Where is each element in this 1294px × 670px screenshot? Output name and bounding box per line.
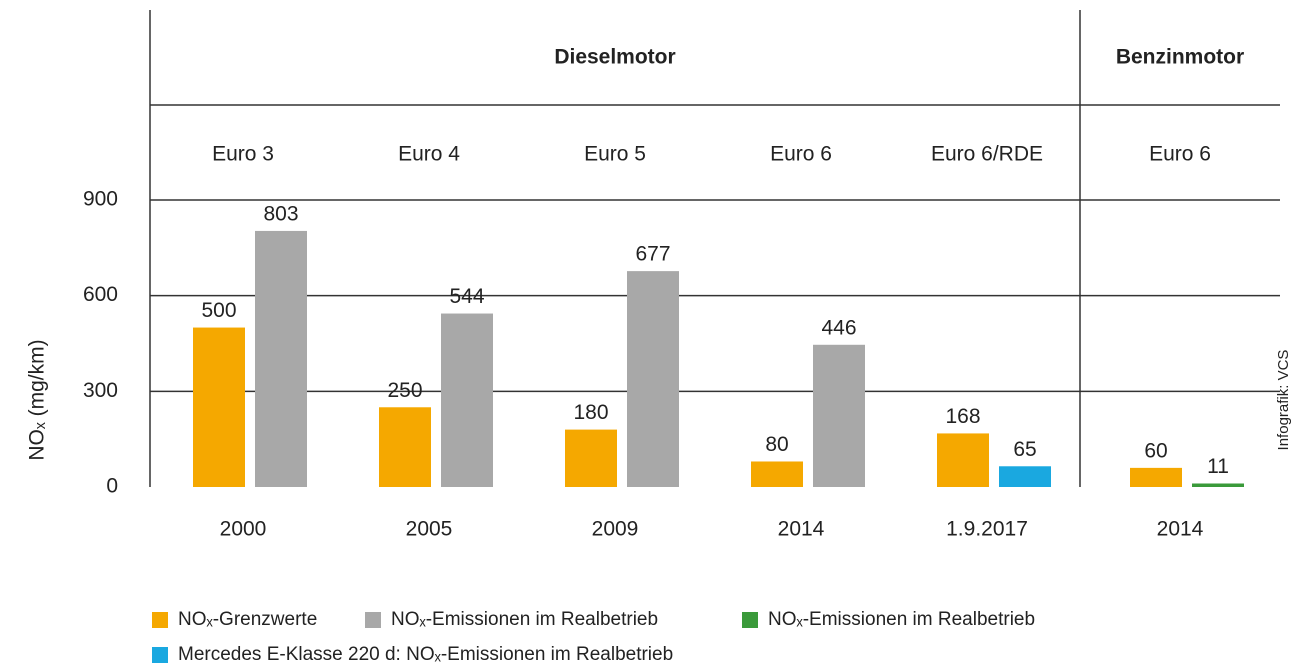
norm-label: Euro 4 [398,143,460,166]
norm-label: Euro 6 [770,143,832,166]
section-title: Dieselmotor [554,46,675,69]
bar [565,429,617,487]
bar [751,461,803,487]
legend-swatch [365,612,381,628]
bar [627,271,679,487]
bar [441,313,493,487]
bar [999,466,1051,487]
bar [1192,483,1244,487]
y-axis-label: NOₓ (mg/km) [26,339,49,460]
section-title: Benzinmotor [1116,46,1244,69]
value-label: 168 [945,405,980,428]
value-label: 677 [635,243,670,266]
legend-swatch [742,612,758,628]
value-label: 446 [821,316,856,339]
bar [379,407,431,487]
bar [193,327,245,487]
norm-label: Euro 5 [584,143,646,166]
value-label: 11 [1207,455,1229,478]
x-tick-label: 2005 [406,518,453,541]
value-label: 80 [765,433,788,456]
value-label: 500 [201,299,236,322]
legend-swatch [152,647,168,663]
source: Infografik: VCS [1275,350,1292,451]
legend-label: NOₓ-Emissionen im Realbetrieb [768,609,1035,630]
x-tick-label: 2000 [220,518,267,541]
x-tick-label: 2009 [592,518,639,541]
value-label: 250 [387,379,422,402]
legend-label: Mercedes E-Klasse 220 d: NOₓ-Emissionen … [178,644,673,665]
bar [813,344,865,487]
norm-label: Euro 6 [1149,143,1211,166]
legend-swatch [152,612,168,628]
norm-label: Euro 3 [212,143,274,166]
value-label: 803 [263,202,298,225]
value-label: 60 [1144,439,1167,462]
legend-label: NOₓ-Grenzwerte [178,609,317,630]
value-label: 180 [573,401,608,424]
x-tick-label: 2014 [1157,518,1204,541]
bar [255,230,307,487]
bar [937,433,989,487]
legend-label: NOₓ-Emissionen im Realbetrieb [391,609,658,630]
y-tick-label: 900 [83,188,118,211]
bar [1130,467,1182,487]
y-tick-label: 300 [83,379,118,402]
y-tick-label: 0 [106,475,118,498]
norm-label: Euro 6/RDE [931,143,1043,166]
value-label: 65 [1013,438,1036,461]
y-tick-label: 600 [83,283,118,306]
x-tick-label: 1.9.2017 [946,518,1028,541]
x-tick-label: 2014 [778,518,825,541]
value-label: 544 [449,285,484,308]
